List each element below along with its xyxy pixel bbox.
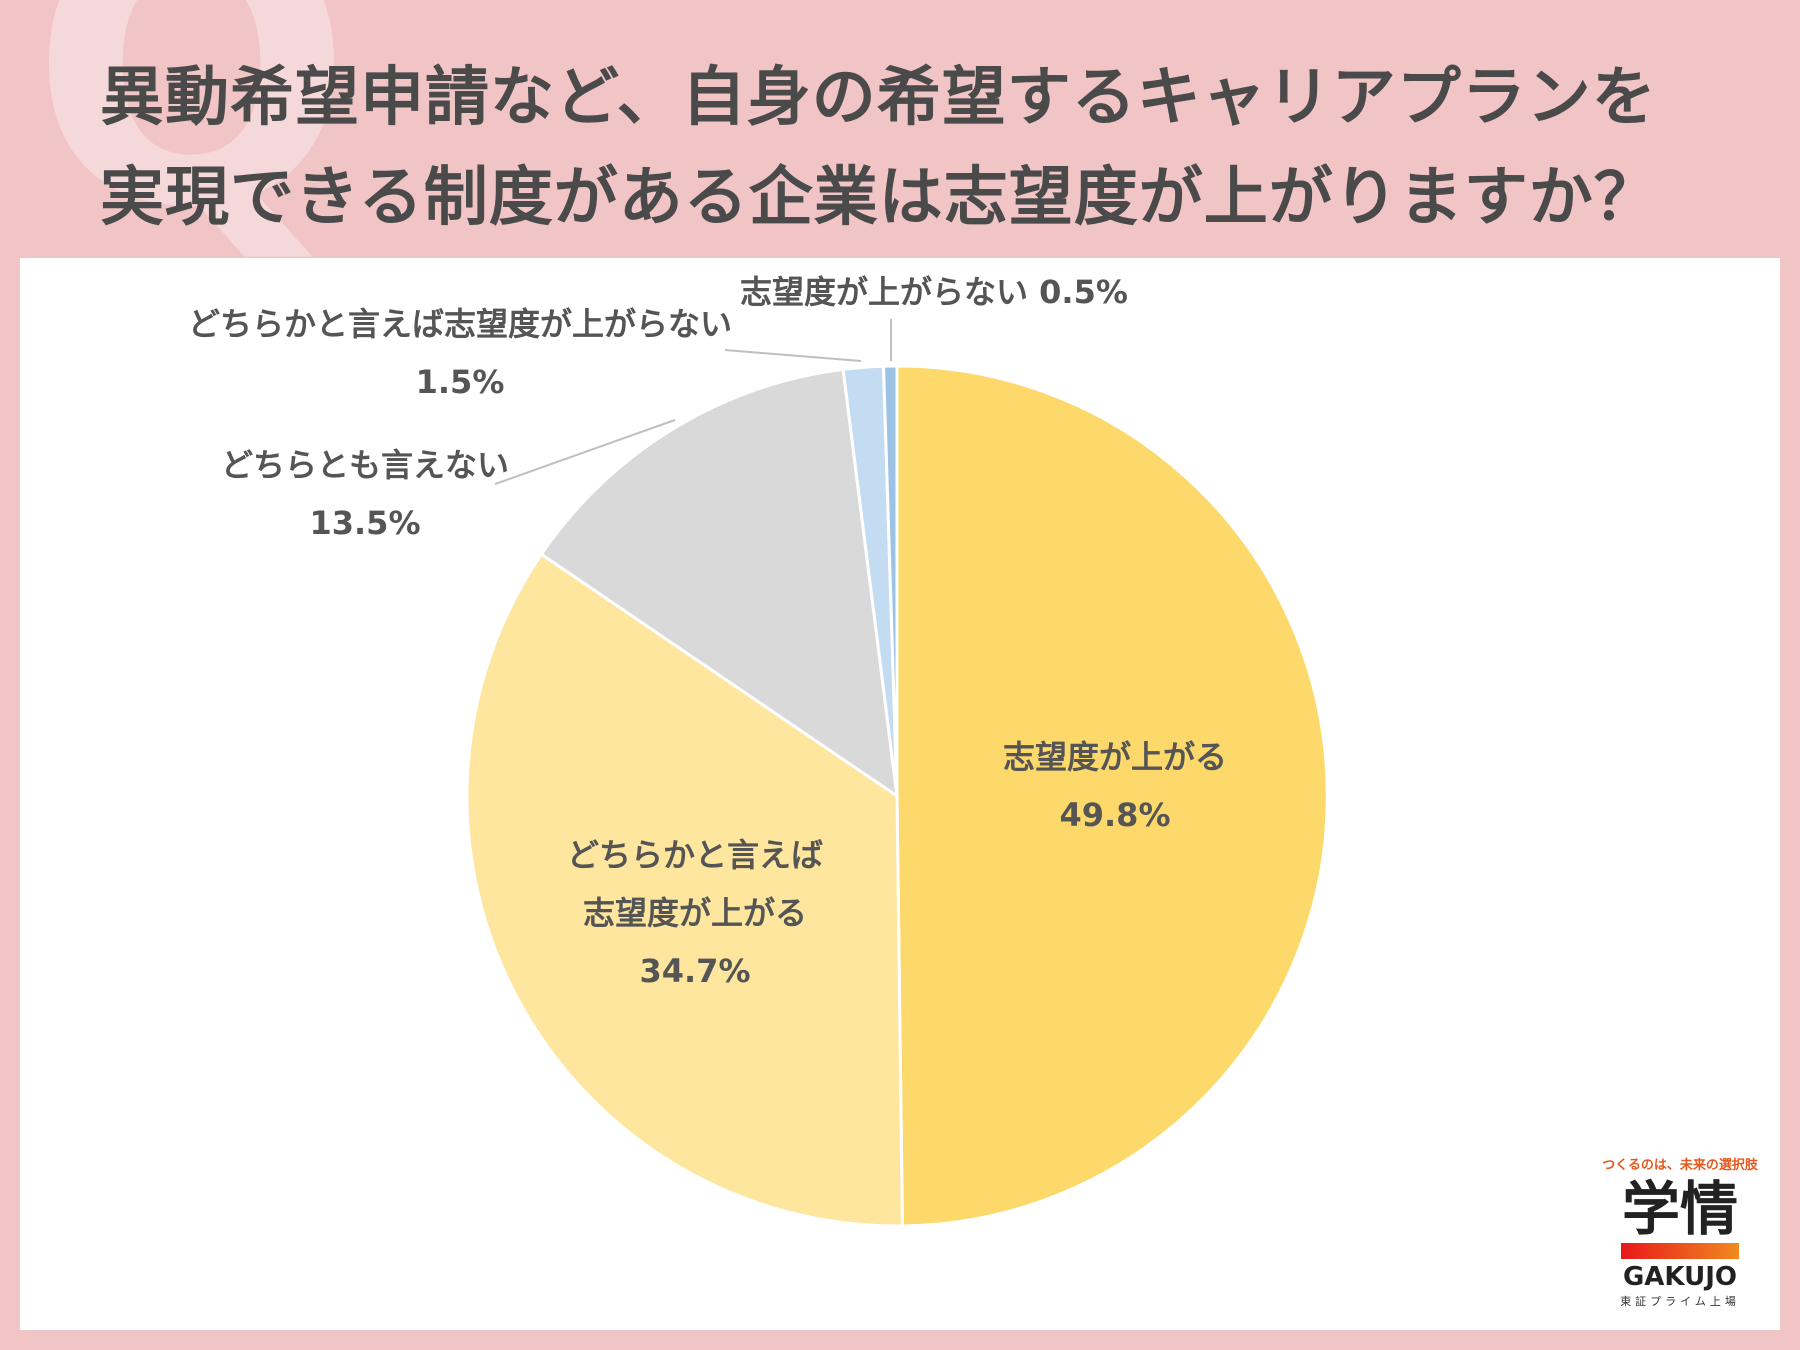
slice-label-4: 志望度が上がらない 0.5% [740, 273, 1128, 311]
title-line-1: 異動希望申請など、自身の希望するキャリアプランを [100, 61, 1657, 135]
header: 異動希望申請など、自身の希望するキャリアプランを 実現できる制度がある企業は志望… [100, 48, 1760, 248]
slice-label-3-line-0: どちらかと言えば志望度が上がらない [188, 305, 732, 343]
logo-tagline: つくるのは、未来の選択肢 [1602, 1158, 1758, 1173]
pie-slice-2 [539, 367, 899, 800]
q-watermark: Q [30, 0, 354, 291]
slice-label-1-line-0: どちらかと言えば [567, 836, 823, 874]
chart-panel: 志望度が上がる 49.8% どちらかと言えば 志望度が上がる 34.7% どちらとも言えな… [20, 258, 1780, 1330]
pie-slice-0 [895, 364, 1329, 1228]
slice-value-1: 34.7% [639, 952, 750, 990]
leader-line-3 [724, 349, 862, 362]
title-line-2: 実現できる制度がある企業は志望度が上がりますか？ [100, 161, 1659, 235]
slice-value-0: 49.8% [1059, 796, 1170, 834]
slice-value-2: 13.5% [309, 504, 420, 542]
logo-bar [1621, 1243, 1739, 1259]
slice-label-2-line-0: どちらとも言えない [221, 446, 509, 484]
logo-name: GAKUJO [1622, 1262, 1738, 1292]
gakujo-logo: つくるのは、未来の選択肢 学情 GAKUJO 東証プライム上場 [1590, 1140, 1770, 1320]
slice-label-1-line-1: 志望度が上がる [583, 894, 807, 932]
leader-line-2 [494, 419, 676, 485]
logo-kanji: 学情 [1621, 1175, 1738, 1243]
pie-chart: 志望度が上がる49.8%どちらかと言えば志望度が上がる34.7%どちらとも言えな… [188, 273, 1329, 1228]
logo-sub: 東証プライム上場 [1620, 1295, 1740, 1308]
slice-label-0-line-0: 志望度が上がる [1003, 738, 1227, 776]
slice-value-3: 1.5% [416, 363, 505, 401]
pie-slice-4 [881, 364, 899, 797]
pie-slice-1 [465, 552, 904, 1228]
